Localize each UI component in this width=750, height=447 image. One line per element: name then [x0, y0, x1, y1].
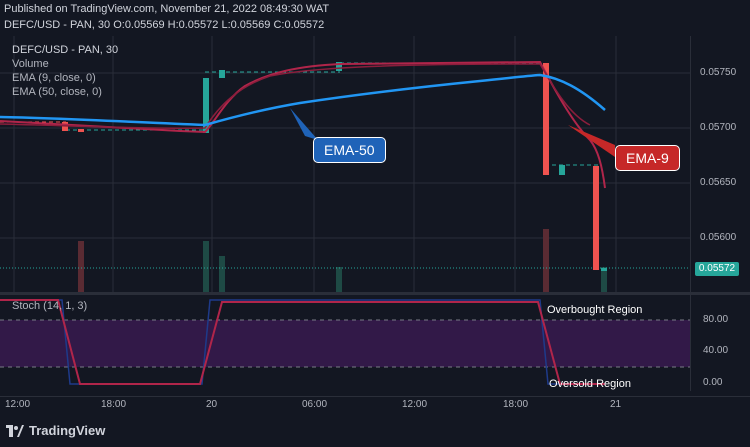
time-tick: 12:00 — [5, 399, 31, 410]
header-bar — [0, 0, 750, 18]
price-axis[interactable] — [690, 36, 750, 292]
legend-ema9[interactable]: EMA (9, close, 0) — [12, 72, 96, 84]
candle — [559, 165, 565, 175]
stoch-tick: 40.00 — [703, 345, 729, 356]
brand-name: TradingView — [29, 423, 106, 438]
stoch-axis[interactable] — [690, 295, 750, 391]
stoch-k-line — [0, 299, 605, 385]
time-axis — [0, 391, 750, 396]
last-price-tag: 0.05572 — [695, 262, 739, 276]
time-axis-bar[interactable] — [0, 396, 750, 417]
stoch-tick: 0.00 — [703, 377, 723, 388]
time-tick: 20 — [206, 399, 218, 410]
stoch-band — [0, 320, 690, 367]
oversold-label: Oversold Region — [549, 378, 631, 390]
tradingview-icon — [6, 424, 24, 437]
main-pane — [0, 36, 690, 292]
candle — [78, 129, 84, 132]
published-info: Published on TradingView.com, November 2… — [4, 3, 330, 15]
ema9-callout: EMA-9 — [615, 145, 680, 171]
candle — [543, 63, 549, 175]
time-tick: 18:00 — [101, 399, 127, 410]
volume-bar — [336, 267, 342, 292]
stoch-tick: 80.00 — [703, 314, 729, 325]
stoch-pane — [0, 295, 690, 391]
ema50-pointer — [290, 108, 318, 140]
legend-symbol[interactable]: DEFC/USD - PAN, 30 — [12, 44, 119, 56]
stoch-legend[interactable]: Stoch (14, 1, 3) — [12, 300, 88, 312]
time-tick: 21 — [610, 399, 622, 410]
price-chart[interactable] — [0, 36, 750, 396]
candle — [203, 78, 209, 133]
candle — [601, 268, 607, 271]
stoch-d-line — [0, 299, 600, 385]
volume-bar — [78, 241, 84, 292]
legend-volume[interactable]: Volume — [12, 58, 49, 70]
price-tick: 0.05700 — [700, 122, 737, 133]
price-tick: 0.05600 — [700, 232, 737, 243]
pane-divider — [0, 292, 750, 295]
price-tick: 0.05750 — [700, 67, 737, 78]
ohlc-readout: DEFC/USD - PAN, 30 O:0.05569 H:0.05572 L… — [4, 19, 325, 31]
ema50-callout: EMA-50 — [313, 137, 386, 163]
ema50-line — [0, 73, 606, 127]
candle — [593, 166, 599, 270]
candle — [219, 70, 225, 78]
time-tick: 06:00 — [302, 399, 328, 410]
ema9-line-alt — [0, 63, 591, 129]
overbought-label: Overbought Region — [547, 304, 643, 316]
volume-bar — [601, 267, 607, 292]
time-tick: 18:00 — [503, 399, 529, 410]
candle — [336, 62, 342, 71]
volume-bar — [219, 256, 225, 292]
price-tick: 0.05650 — [700, 177, 737, 188]
footer — [0, 419, 750, 447]
legend-ema50[interactable]: EMA (50, close, 0) — [12, 86, 102, 98]
volume-bar — [203, 241, 209, 292]
time-tick: 12:00 — [402, 399, 428, 410]
tradingview-logo[interactable]: TradingView — [6, 423, 105, 438]
volume-bars — [78, 229, 607, 292]
ema9-pointer — [568, 125, 615, 157]
volume-bar — [543, 229, 549, 292]
